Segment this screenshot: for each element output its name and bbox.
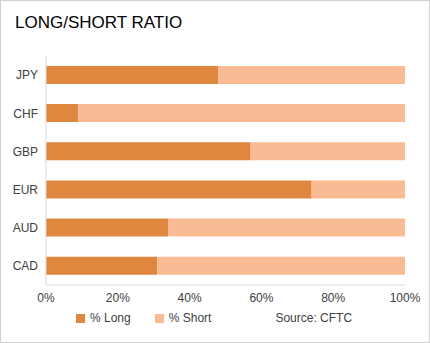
svg-text:80%: 80% bbox=[321, 291, 345, 305]
html-text:LONG/SHORT RATIO: LONG/SHORT RATIO bbox=[15, 13, 183, 32]
svg-text:JPY: JPY bbox=[16, 68, 38, 82]
svg-text:40%: 40% bbox=[178, 291, 202, 305]
html-text:Source: CFTC: Source: CFTC bbox=[275, 311, 353, 325]
svg-text:AUD: AUD bbox=[13, 221, 39, 235]
svg-text:CHF: CHF bbox=[13, 107, 38, 121]
html-text:% Long: % Long bbox=[90, 311, 131, 325]
svg-text:EUR: EUR bbox=[13, 183, 39, 197]
svg-text:CAD: CAD bbox=[13, 259, 39, 273]
svg-text:100%: 100% bbox=[390, 291, 421, 305]
svg-text:0%: 0% bbox=[37, 291, 55, 305]
svg-text:60%: 60% bbox=[249, 291, 273, 305]
html-text:% Short: % Short bbox=[168, 311, 212, 325]
svg-text:GBP: GBP bbox=[13, 145, 38, 159]
svg-text:20%: 20% bbox=[106, 291, 130, 305]
